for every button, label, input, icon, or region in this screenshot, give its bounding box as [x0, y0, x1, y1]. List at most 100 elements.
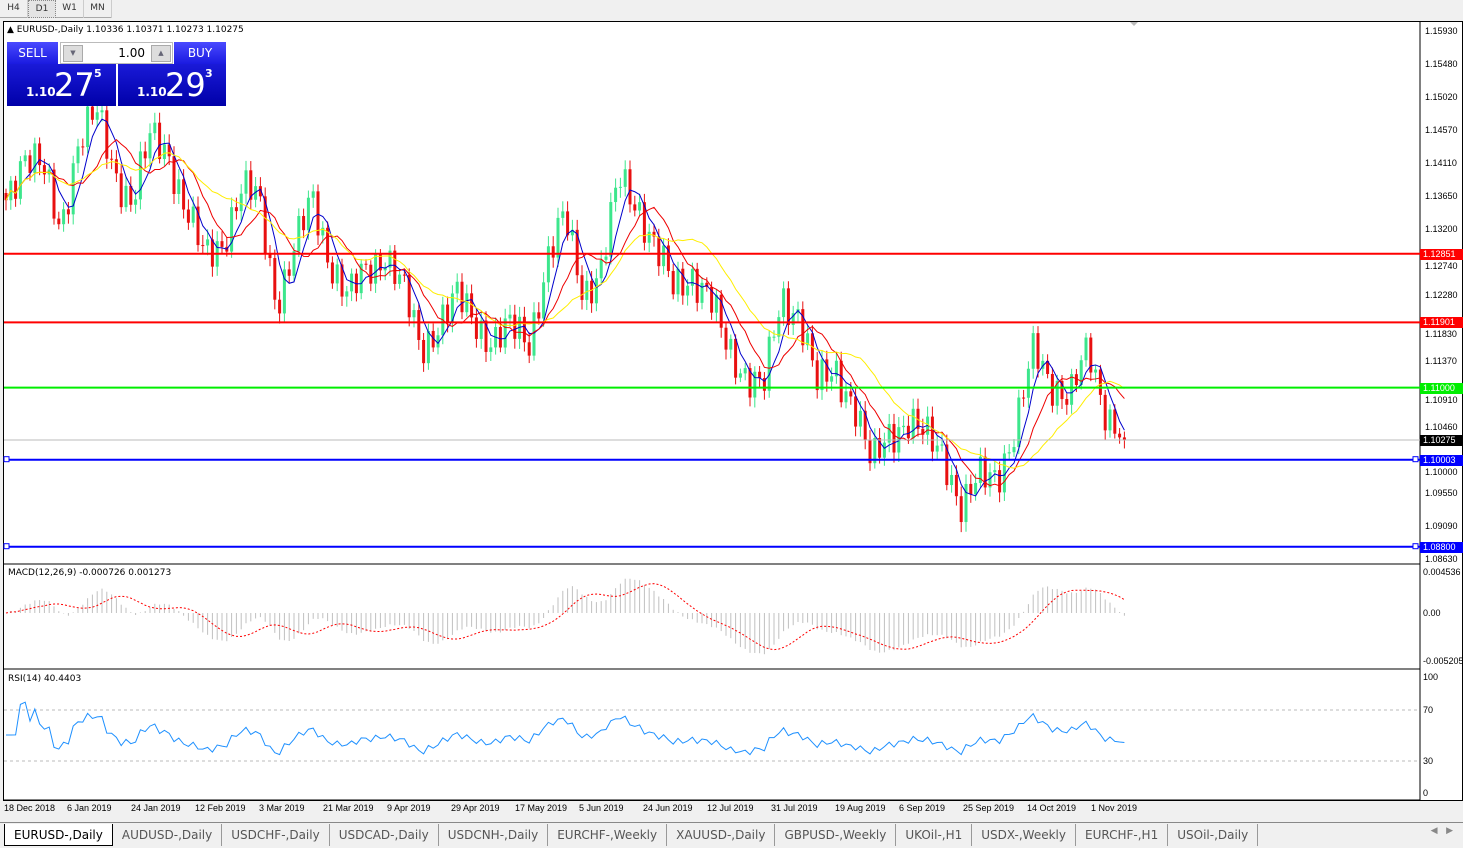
- candle-body: [762, 378, 766, 391]
- candle-body: [1022, 397, 1026, 399]
- chart-tab[interactable]: EURCHF-,H1: [1076, 824, 1169, 846]
- candle-body: [369, 264, 373, 284]
- candle-body: [278, 299, 282, 314]
- level-price-label: 1.12851: [1420, 248, 1463, 260]
- timeframe-mn[interactable]: MN: [84, 0, 112, 18]
- candle-body: [839, 360, 843, 403]
- candle-body: [436, 335, 440, 348]
- ma-mid-line: [5, 139, 1125, 487]
- candle-body: [609, 202, 613, 257]
- candle-body: [777, 317, 781, 337]
- candle-body: [470, 293, 474, 318]
- chart-tab[interactable]: USDX-,Weekly: [972, 824, 1076, 846]
- candle-body: [1089, 337, 1093, 373]
- price-axis-label: 1.15020: [1425, 92, 1458, 102]
- price-axis-label: 1.10460: [1425, 422, 1458, 432]
- chart-tab[interactable]: EURUSD-,Daily: [4, 824, 113, 846]
- candle-body: [873, 438, 877, 464]
- candle-body: [945, 444, 949, 486]
- date-axis-label: 24 Jan 2019: [131, 803, 181, 813]
- macd-axis-bottom: -0.005205: [1423, 656, 1463, 666]
- candle-body: [642, 202, 646, 243]
- sell-price-prefix: 1.10: [26, 85, 56, 99]
- buy-price[interactable]: 1.10 29 3: [118, 64, 226, 106]
- chart-tab[interactable]: EURCHF-,Weekly: [548, 824, 668, 846]
- candle-body: [76, 146, 80, 164]
- chart-tab[interactable]: USDCNH-,Daily: [439, 824, 549, 846]
- date-axis-label: 21 Mar 2019: [323, 803, 374, 813]
- candle-body: [863, 410, 867, 440]
- candle-body: [628, 169, 632, 205]
- chart-tab[interactable]: USDCAD-,Daily: [330, 824, 439, 846]
- candle-body: [258, 186, 262, 197]
- candle-body: [206, 239, 210, 246]
- candle-body: [546, 246, 550, 283]
- chart-tab[interactable]: USOil-,Daily: [1168, 824, 1259, 846]
- candle-body: [513, 314, 517, 339]
- candle-body: [729, 338, 733, 350]
- candle-body: [1031, 333, 1035, 369]
- chart-tab[interactable]: UKOil-,H1: [896, 824, 973, 846]
- candle-body: [345, 291, 349, 297]
- symbol-ohlc: EURUSD-,Daily 1.10336 1.10371 1.10273 1.…: [16, 25, 244, 35]
- candle-body: [1113, 409, 1117, 434]
- lot-decrease-icon[interactable]: ▼: [63, 45, 83, 62]
- candle-body: [148, 133, 152, 159]
- sell-button[interactable]: SELL: [7, 42, 58, 64]
- lot-increase-icon[interactable]: ▲: [151, 45, 171, 62]
- candle-body: [815, 360, 819, 391]
- timeframe-w1[interactable]: W1: [56, 0, 84, 18]
- candle-body: [340, 264, 344, 297]
- rsi-axis-100: 100: [1423, 672, 1439, 682]
- macd-axis-top: 0.004536: [1423, 567, 1461, 577]
- candle-body: [383, 267, 387, 271]
- candle-body: [287, 269, 291, 276]
- level-price-label: 1.10003: [1420, 454, 1463, 466]
- candle-body: [758, 371, 762, 379]
- candle-body: [182, 179, 186, 210]
- current-price-label: 1.10275: [1420, 435, 1463, 447]
- candle-body: [902, 425, 906, 428]
- candle-body: [1122, 437, 1126, 441]
- buy-button[interactable]: BUY: [174, 42, 226, 64]
- line-handle: [3, 543, 10, 550]
- price-axis-label: 1.15480: [1425, 59, 1458, 69]
- candle-body: [57, 218, 61, 225]
- candle-body: [594, 278, 598, 304]
- candle-body: [710, 286, 714, 313]
- candle-body: [162, 144, 166, 160]
- candle-body: [988, 472, 992, 488]
- timeframe-d1[interactable]: D1: [28, 0, 56, 18]
- tab-scroll[interactable]: ◀ ▶: [1430, 826, 1453, 836]
- candle-body: [825, 359, 829, 382]
- candle-body: [465, 293, 469, 313]
- candle-body: [426, 330, 430, 364]
- candle-body: [940, 444, 944, 446]
- price-axis-label: 1.11370: [1425, 356, 1457, 366]
- candle-body: [18, 161, 22, 199]
- lot-input[interactable]: 1.00: [118, 46, 145, 60]
- candle-body: [297, 216, 301, 252]
- line-handle: [1412, 456, 1419, 463]
- symbol-info: ▲ EURUSD-,Daily 1.10336 1.10371 1.10273 …: [7, 25, 244, 35]
- candle-body: [326, 227, 330, 263]
- candle-body: [700, 282, 704, 303]
- candle-body: [1026, 368, 1030, 398]
- candle-body: [522, 316, 526, 343]
- chart-tab[interactable]: AUDUSD-,Daily: [113, 824, 223, 846]
- chart-tab[interactable]: XAUUSD-,Daily: [667, 824, 776, 846]
- candle-body: [1012, 447, 1016, 453]
- lot-stepper[interactable]: ▼ 1.00 ▲: [60, 42, 173, 64]
- date-axis-label: 9 Apr 2019: [387, 803, 431, 813]
- candle-body: [551, 246, 555, 258]
- chart-tab[interactable]: GBPUSD-,Weekly: [775, 824, 897, 846]
- candle-body: [1060, 380, 1064, 400]
- timeframe-h4[interactable]: H4: [0, 0, 28, 18]
- date-axis-label: 29 Apr 2019: [451, 803, 500, 813]
- chart-tab[interactable]: USDCHF-,Daily: [222, 824, 330, 846]
- date-axis-label: 18 Dec 2018: [4, 803, 56, 813]
- sell-price[interactable]: 1.10 27 5: [7, 64, 116, 106]
- candle-body: [129, 185, 133, 205]
- candle-body: [657, 236, 661, 267]
